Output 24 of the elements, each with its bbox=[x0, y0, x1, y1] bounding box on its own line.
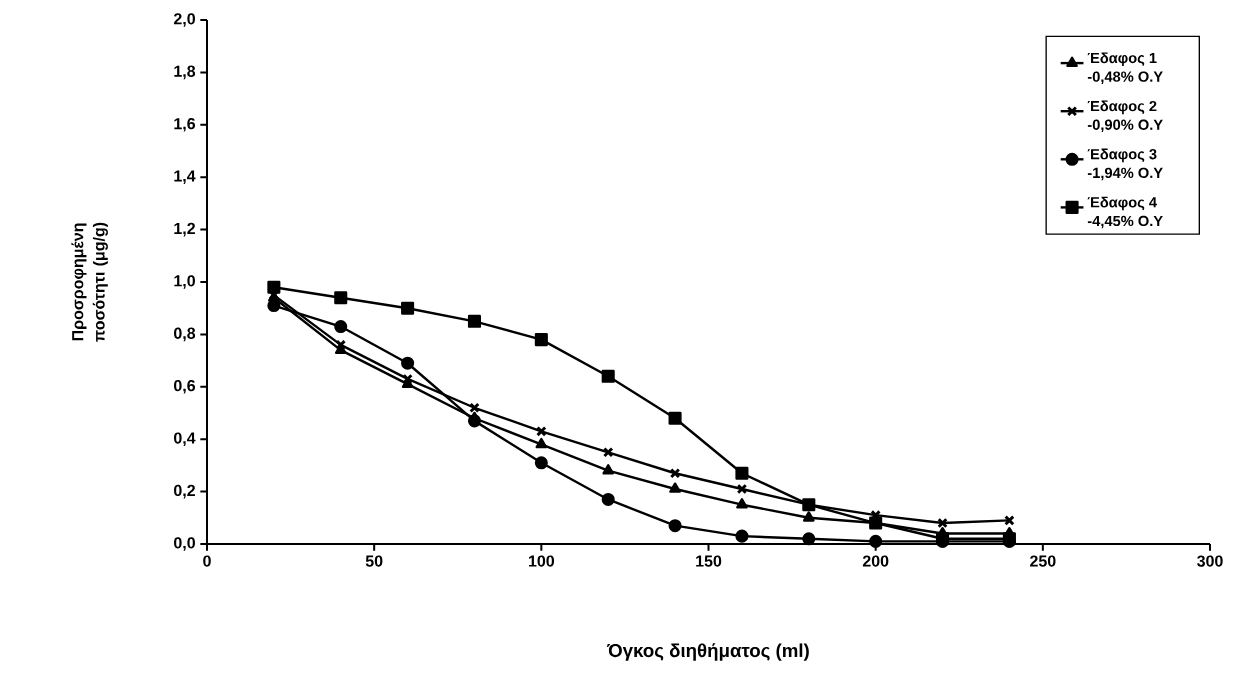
legend-label: Έδαφος 3 -1,94% Ο.Υ bbox=[1087, 148, 1163, 181]
y-tick-label: 1,0 bbox=[174, 275, 195, 289]
x-tick-label: 300 bbox=[1197, 555, 1223, 567]
y-tick-label: 0,8 bbox=[174, 327, 196, 342]
x-tick-label: 250 bbox=[1030, 555, 1056, 567]
legend-label: Έδαφος 4 -4,45% Ο.Υ bbox=[1087, 196, 1163, 229]
y-tick-label: 1,2 bbox=[174, 222, 195, 237]
y-tick-label: 0,4 bbox=[174, 432, 196, 447]
x-tick-label: 50 bbox=[365, 555, 383, 567]
y-tick-label: 1,4 bbox=[174, 170, 196, 184]
x-tick-label: 0 bbox=[203, 555, 211, 567]
y-tick-label: 1,6 bbox=[174, 117, 196, 132]
x-axis-title: Όγκος διηθήματος (ml) bbox=[607, 643, 809, 661]
y-axis-title: Προσροφημένη ποσότητι (μg/g) bbox=[71, 222, 108, 342]
y-tick-label: 2,0 bbox=[173, 13, 195, 27]
x-tick-label: 150 bbox=[696, 555, 722, 567]
legend-label: Έδαφος 2 -0,90% Ο.Υ bbox=[1087, 100, 1163, 133]
y-tick-label: 0,0 bbox=[174, 537, 195, 551]
y-tick-label: 1,8 bbox=[174, 65, 196, 80]
x-tick-label: 100 bbox=[528, 555, 555, 567]
y-tick-label: 0,6 bbox=[174, 379, 196, 394]
y-tick-label: 0,2 bbox=[174, 484, 195, 499]
legend-label: Έδαφος 1 -0,48% Ο.Υ bbox=[1087, 52, 1163, 84]
x-tick-label: 200 bbox=[862, 555, 889, 567]
